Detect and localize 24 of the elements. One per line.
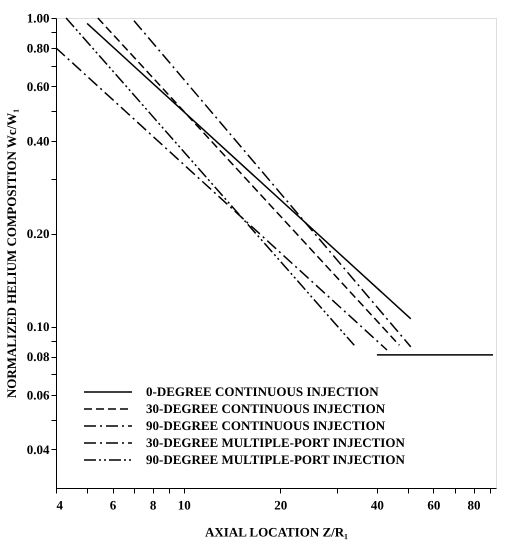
y-tick-label: 0.06 <box>26 388 50 403</box>
x-tick-label: 80 <box>468 498 481 512</box>
y-tick-label: 0.04 <box>26 442 50 457</box>
y-tick-label: 0.08 <box>26 349 50 364</box>
x-axis-title: AXIAL LOCATION Z/R₁ <box>204 524 348 540</box>
legend-label: 30-DEGREE CONTINUOUS INJECTION <box>146 401 386 416</box>
y-tick-label: 0.80 <box>26 40 50 56</box>
y-tick-label: 1.00 <box>26 10 50 26</box>
x-tick-label: 10 <box>178 498 191 512</box>
y-tick-label: 0.40 <box>26 133 50 148</box>
legend-label: 90-DEGREE CONTINUOUS INJECTION <box>146 418 386 433</box>
y-tick-label: 0.20 <box>26 226 50 242</box>
y-tick-label: 0.10 <box>26 319 50 334</box>
legend-label: 0-DEGREE CONTINUOUS INJECTION <box>146 384 380 399</box>
x-tick-label: 40 <box>370 498 384 512</box>
x-tick-label: 20 <box>274 498 288 512</box>
x-tick-label: 8 <box>150 498 157 512</box>
x-tick-label: 60 <box>427 498 440 512</box>
y-axis-title: NORMALIZED HELIUM COMPOSITION Wc/W₁ <box>4 108 19 398</box>
y-tick-label: 0.60 <box>26 78 50 94</box>
legend-label: 30-DEGREE MULTIPLE-PORT INJECTION <box>146 435 406 450</box>
legend-label: 90-DEGREE MULTIPLE-PORT INJECTION <box>146 452 406 467</box>
x-tick-label: 6 <box>110 498 117 512</box>
x-tick-label: 4 <box>56 498 64 512</box>
